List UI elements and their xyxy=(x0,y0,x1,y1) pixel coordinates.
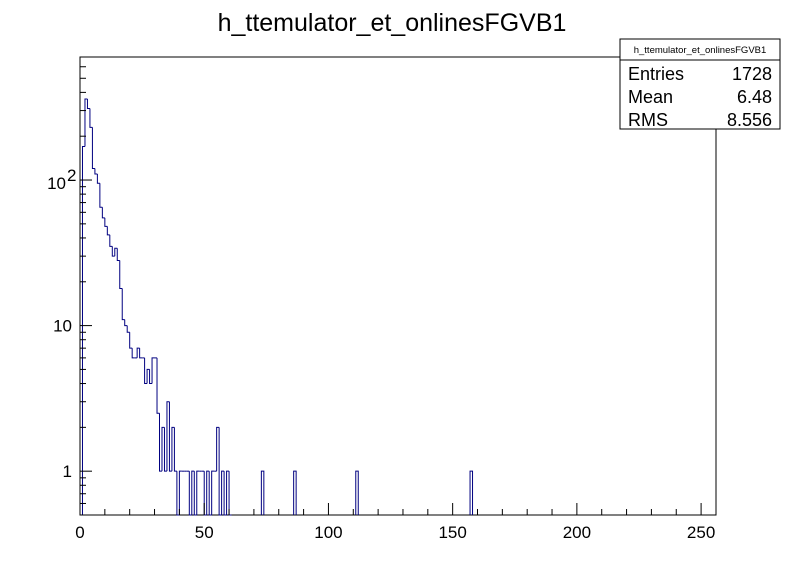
histogram-bin xyxy=(84,98,88,147)
histogram-bin xyxy=(129,332,133,349)
histogram-bin xyxy=(99,183,103,208)
histogram-bin xyxy=(139,348,143,359)
histogram-bin xyxy=(208,471,212,516)
stats-header: h_ttemulator_et_onlinesFGVB1 xyxy=(634,45,767,56)
histogram-bin xyxy=(176,471,180,516)
stats-value: 8.556 xyxy=(727,110,772,130)
histogram-bin xyxy=(116,248,120,262)
histogram-bin xyxy=(293,470,297,515)
histogram-bin xyxy=(146,368,150,384)
histogram-bin xyxy=(81,145,85,515)
stats-label: Mean xyxy=(628,87,673,107)
plot-frame xyxy=(79,56,717,516)
histogram-bin xyxy=(206,470,210,515)
y-tick-label: 1 xyxy=(63,462,72,481)
x-tick-label: 200 xyxy=(563,523,591,542)
histogram-bin xyxy=(196,470,200,515)
histogram-bin xyxy=(131,348,135,359)
histogram-bin xyxy=(178,470,182,515)
histogram-bin xyxy=(156,357,160,414)
histogram-bin xyxy=(193,471,197,516)
stats-label: RMS xyxy=(628,110,668,130)
histogram-bin xyxy=(171,426,175,472)
histogram-bin xyxy=(124,319,128,327)
histogram-bin xyxy=(355,470,359,515)
histogram-bin xyxy=(144,357,148,385)
histogram-bin xyxy=(166,401,170,472)
x-tick-label: 100 xyxy=(314,523,342,542)
y-tick-label: 10 xyxy=(47,174,66,193)
histogram-bin xyxy=(121,288,125,321)
y-tick-exponent: 2 xyxy=(67,166,76,185)
stats-value: 1728 xyxy=(732,64,772,84)
histogram-bin xyxy=(216,426,220,472)
histogram-bin xyxy=(260,470,265,515)
histogram-bin xyxy=(191,470,195,515)
histogram-bin xyxy=(91,127,95,169)
stats-label: Entries xyxy=(628,64,684,84)
histogram-bin xyxy=(218,427,222,516)
histogram-bin xyxy=(136,347,140,358)
histogram-bin xyxy=(119,260,123,289)
histogram-bin xyxy=(109,234,113,247)
histogram-bin xyxy=(111,246,115,257)
x-tick-label: 250 xyxy=(687,523,715,542)
histogram-bin xyxy=(223,471,227,516)
histogram-bin xyxy=(89,108,93,128)
histogram-bin xyxy=(151,357,155,384)
histogram-bin xyxy=(86,99,90,109)
histogram-bin xyxy=(101,207,105,219)
histogram-bin xyxy=(221,470,225,515)
y-tick-label: 10 xyxy=(53,317,72,336)
histogram-bin xyxy=(126,325,130,333)
histogram-bin xyxy=(173,427,177,472)
histogram-bin xyxy=(149,369,153,385)
histogram-bin xyxy=(96,174,100,184)
stats-box: h_ttemulator_et_onlinesFGVB1 Entries 1728 M… xyxy=(619,38,781,130)
stats-value: 6.48 xyxy=(737,87,772,107)
histogram-bin xyxy=(114,247,118,257)
histogram-bin xyxy=(161,426,165,472)
x-tick-label: 150 xyxy=(438,523,466,542)
chart-title: h_ttemulator_et_onlinesFGVB1 xyxy=(218,9,567,37)
stats-frame xyxy=(619,38,781,130)
histogram-bin xyxy=(188,471,192,516)
histogram-bin xyxy=(228,471,232,516)
histogram-bin xyxy=(159,413,162,472)
histogram-bin xyxy=(469,470,474,515)
histogram-bin xyxy=(104,217,108,227)
histogram-bin xyxy=(163,427,167,472)
x-tick-label: 0 xyxy=(75,523,84,542)
histogram-bin xyxy=(226,470,230,515)
histogram-bin xyxy=(211,470,215,515)
histogram-bin xyxy=(94,168,98,175)
histogram-bin xyxy=(168,401,172,472)
histogram-bin xyxy=(106,226,110,236)
x-tick-label: 50 xyxy=(195,523,214,542)
